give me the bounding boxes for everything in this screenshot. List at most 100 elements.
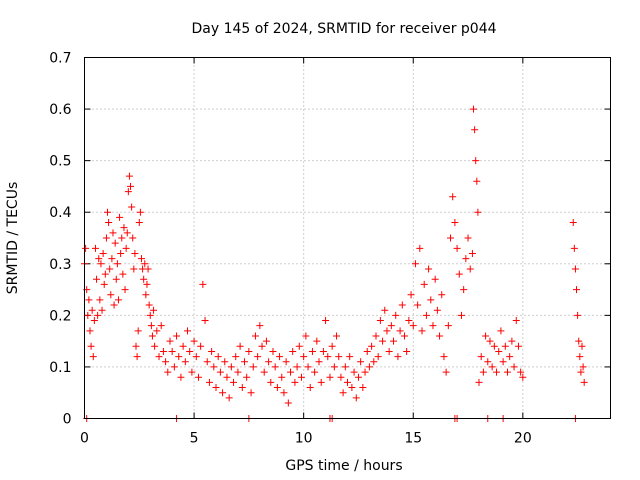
- data-point: [173, 332, 181, 340]
- data-point: [479, 368, 487, 376]
- data-point: [311, 368, 319, 376]
- data-point: [91, 244, 99, 252]
- data-point: [308, 347, 316, 355]
- data-point: [234, 368, 242, 376]
- data-point: [125, 172, 133, 180]
- data-point: [130, 265, 138, 273]
- data-point: [101, 270, 109, 278]
- data-point: [374, 353, 382, 361]
- data-point: [429, 322, 437, 330]
- data-point: [203, 358, 211, 366]
- data-point: [486, 337, 494, 345]
- data-point: [177, 373, 185, 381]
- data-points: [81, 105, 588, 422]
- data-point: [379, 337, 387, 345]
- data-point: [148, 332, 156, 340]
- data-point: [510, 363, 518, 371]
- tick-labels: 0 0.1 0.2 0.3 0.4 0.5 0.6 0.7 0 5 10 15 20: [49, 51, 532, 447]
- data-point: [137, 255, 145, 263]
- data-point: [251, 332, 259, 340]
- data-point: [431, 275, 439, 283]
- data-point: [141, 260, 149, 268]
- data-point: [488, 363, 496, 371]
- data-point: [297, 373, 305, 381]
- y-tick-label: 0.7: [49, 51, 71, 67]
- data-point: [416, 244, 424, 252]
- data-point: [418, 327, 426, 335]
- data-point: [225, 394, 233, 402]
- data-point: [157, 322, 165, 330]
- data-point: [199, 280, 207, 288]
- data-point: [574, 311, 582, 319]
- data-point: [339, 389, 347, 397]
- data-point: [319, 347, 327, 355]
- data-point: [383, 327, 391, 335]
- data-point: [473, 177, 481, 185]
- data-point: [140, 275, 148, 283]
- data-point: [352, 394, 360, 402]
- data-point: [472, 157, 480, 165]
- data-point: [433, 306, 441, 314]
- data-point: [212, 384, 220, 392]
- data-point: [265, 358, 273, 366]
- x-tick-label: 5: [190, 431, 199, 447]
- data-point: [341, 363, 349, 371]
- data-point: [108, 255, 116, 263]
- data-point: [102, 234, 110, 242]
- data-point: [271, 363, 279, 371]
- data-point: [94, 311, 102, 319]
- data-point: [93, 275, 101, 283]
- data-point: [385, 347, 393, 355]
- data-point: [147, 322, 155, 330]
- data-point: [361, 368, 369, 376]
- y-tick-label: 0: [63, 412, 72, 428]
- data-point: [575, 337, 583, 345]
- data-point: [464, 234, 472, 242]
- data-point: [267, 378, 275, 386]
- data-point: [254, 353, 262, 361]
- data-point: [164, 368, 172, 376]
- data-point: [304, 363, 312, 371]
- data-point: [276, 353, 284, 361]
- axis-ticks: [84, 57, 611, 419]
- data-point: [186, 347, 194, 355]
- x-tick-label: 20: [514, 431, 532, 447]
- data-point: [85, 296, 93, 304]
- data-point: [99, 249, 107, 257]
- data-point: [471, 126, 479, 134]
- data-point: [519, 373, 527, 381]
- data-point: [184, 327, 192, 335]
- data-point: [335, 353, 343, 361]
- data-point: [506, 353, 514, 361]
- data-point: [477, 353, 485, 361]
- data-point: [188, 368, 196, 376]
- data-point: [90, 317, 98, 325]
- data-point: [118, 234, 126, 242]
- data-point: [84, 311, 92, 319]
- grid-lines: [84, 57, 611, 419]
- data-point: [293, 363, 301, 371]
- data-point: [269, 347, 277, 355]
- data-point: [151, 342, 159, 350]
- data-point: [440, 353, 448, 361]
- data-point: [208, 347, 216, 355]
- data-point: [240, 358, 248, 366]
- data-point: [484, 358, 492, 366]
- data-point: [400, 332, 408, 340]
- data-point: [514, 342, 522, 350]
- data-point: [216, 368, 224, 376]
- data-point: [116, 213, 124, 221]
- x-tick-label: 0: [80, 431, 89, 447]
- data-point: [168, 347, 176, 355]
- data-point: [190, 337, 198, 345]
- data-point: [453, 244, 461, 252]
- data-point: [576, 353, 584, 361]
- data-point: [512, 317, 520, 325]
- data-point: [398, 301, 406, 309]
- data-point: [256, 322, 264, 330]
- data-point: [223, 373, 231, 381]
- data-point: [100, 280, 108, 288]
- data-point: [580, 378, 588, 386]
- data-point: [88, 306, 96, 314]
